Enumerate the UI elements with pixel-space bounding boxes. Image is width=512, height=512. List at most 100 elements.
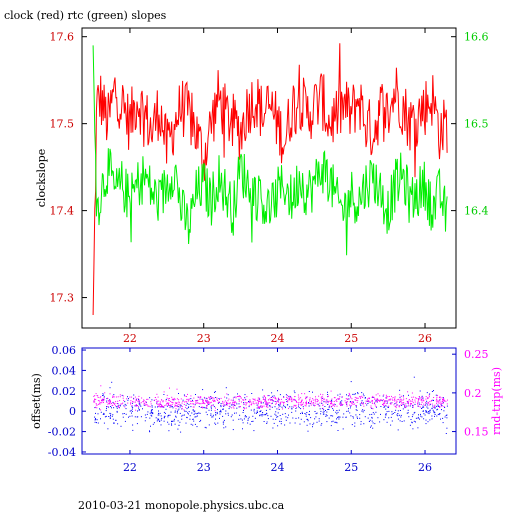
offset-point (210, 413, 212, 415)
rnd-trip-point (369, 398, 370, 400)
offset-point (222, 423, 224, 425)
rnd-trip-point (293, 398, 295, 400)
offset-point (371, 413, 373, 415)
offset-point (196, 426, 198, 428)
offset-point (205, 397, 207, 399)
offset-point (355, 409, 357, 411)
offset-point (422, 410, 424, 412)
offset-point (399, 401, 401, 403)
offset-point (127, 399, 129, 401)
offset-point (230, 416, 232, 418)
offset-point (408, 416, 410, 418)
rnd-trip-point (150, 403, 152, 405)
offset-point (298, 407, 300, 409)
offset-point (204, 426, 206, 428)
rnd-trip-point (331, 402, 333, 404)
rnd-trip-point (340, 404, 342, 406)
rnd-trip-point (250, 401, 252, 403)
offset-point (131, 412, 132, 414)
rnd-trip-point (327, 400, 329, 402)
rnd-trip-point (394, 406, 396, 407)
rnd-trip-point (149, 406, 151, 408)
offset-point (111, 381, 113, 383)
bottom-y2-tick-label: 0.2 (464, 387, 482, 400)
offset-point (131, 402, 133, 404)
offset-point (272, 427, 274, 429)
offset-point (425, 419, 427, 421)
offset-point (261, 402, 263, 404)
offset-point (259, 411, 261, 413)
offset-point (140, 405, 142, 407)
rnd-trip-point (168, 403, 170, 405)
offset-point (151, 412, 153, 414)
rnd-trip-point (137, 401, 139, 403)
offset-point (410, 419, 412, 420)
rnd-trip-point (207, 401, 209, 403)
rnd-trip-point (382, 400, 384, 402)
offset-point (442, 397, 444, 399)
rnd-trip-point (443, 400, 445, 402)
offset-point (217, 402, 219, 404)
offset-point (138, 409, 140, 410)
rnd-trip-point (301, 401, 303, 403)
offset-point (334, 404, 336, 406)
offset-point (166, 405, 168, 407)
offset-point (327, 394, 329, 395)
offset-point (161, 406, 163, 408)
rnd-trip-point (207, 400, 209, 402)
rnd-trip-point (423, 400, 425, 402)
offset-point (192, 409, 194, 411)
offset-point (422, 405, 424, 407)
rnd-trip-point (356, 397, 358, 399)
offset-point (383, 406, 385, 408)
offset-point (346, 394, 347, 396)
offset-point (323, 411, 325, 413)
rnd-trip-point (367, 400, 369, 402)
offset-point (356, 416, 358, 418)
rnd-trip-point (144, 404, 146, 406)
rnd-trip-point (206, 407, 207, 409)
offset-point (264, 413, 266, 415)
offset-point (285, 407, 286, 409)
rnd-trip-point (154, 397, 156, 398)
offset-point (407, 412, 409, 414)
rnd-trip-point (346, 403, 348, 405)
rnd-trip-point (346, 405, 348, 407)
offset-point (180, 405, 182, 407)
offset-point (117, 423, 119, 425)
rnd-trip-point (405, 403, 407, 405)
offset-point (216, 411, 218, 413)
offset-point (425, 411, 427, 413)
offset-point (312, 426, 313, 428)
rnd-trip-point (360, 397, 362, 399)
offset-point (218, 398, 220, 399)
offset-point (436, 409, 438, 411)
offset-point (252, 420, 254, 422)
rnd-trip-point (329, 405, 331, 407)
rnd-trip-point (216, 398, 218, 400)
offset-point (326, 415, 328, 417)
offset-point (112, 418, 114, 420)
offset-point (213, 406, 215, 408)
rnd-trip-point (197, 396, 199, 398)
offset-point (265, 403, 267, 405)
rnd-trip-point (412, 404, 414, 406)
rnd-trip-point (332, 404, 334, 406)
offset-point (158, 418, 160, 420)
offset-point (331, 400, 333, 402)
offset-point (406, 405, 408, 407)
offset-point (349, 412, 351, 414)
rnd-trip-point (310, 404, 312, 406)
rnd-trip-point (95, 406, 97, 408)
offset-point (196, 415, 198, 417)
rnd-trip-point (111, 404, 113, 406)
rnd-trip-point (439, 397, 441, 399)
offset-point (385, 408, 387, 410)
rnd-trip-point (166, 403, 168, 405)
rnd-trip-point (202, 406, 204, 408)
rnd-trip-point (137, 398, 139, 400)
rnd-trip-point (327, 402, 329, 404)
offset-point (254, 417, 256, 419)
rnd-trip-point (206, 402, 208, 403)
rnd-trip-point (161, 399, 163, 401)
